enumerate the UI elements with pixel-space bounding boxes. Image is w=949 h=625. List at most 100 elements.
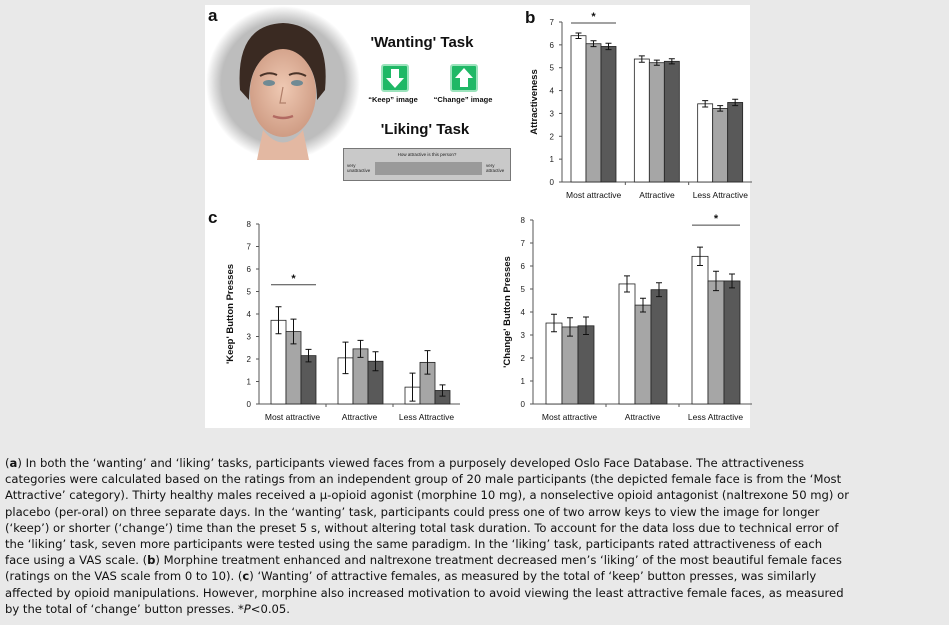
wanting-task-title: 'Wanting' Task [370, 34, 474, 51]
error-bar [409, 372, 416, 402]
caption-line: affected by opioid manipulations. Howeve… [5, 585, 849, 601]
caption-text: (ratings on the VAS scale from 0 to 10).… [5, 569, 243, 584]
significance-marker: * [714, 213, 719, 225]
y-tick-label: 6 [521, 262, 526, 271]
bar [634, 304, 652, 405]
bar [707, 280, 725, 405]
y-tick-label: 5 [550, 64, 555, 73]
error-bar [357, 339, 364, 358]
change-arrow-button [450, 64, 478, 92]
caption-line: (a) In both the ‘wanting’ and ‘liking’ t… [5, 455, 849, 471]
bar [633, 58, 650, 183]
caption-text: face using a VAS scale. ( [5, 553, 148, 568]
y-axis-title: 'Keep' Button Presses [225, 264, 236, 364]
vas-question: How attractive is this person? [397, 152, 457, 157]
error-bar [305, 348, 312, 363]
bar [723, 280, 741, 405]
bar [697, 103, 714, 183]
caption-text: affected by opioid manipulations. Howeve… [5, 585, 844, 600]
x-tick-label: Less Attractive [399, 412, 455, 422]
y-tick-label: 4 [247, 310, 252, 319]
error-bar [668, 58, 675, 65]
bar [650, 289, 668, 405]
y-tick-label: 4 [521, 308, 526, 317]
error-bar [653, 59, 660, 66]
error-bar [424, 350, 431, 375]
error-bar [605, 42, 612, 51]
error-bar [729, 273, 735, 289]
x-tick-label: Attractive [342, 412, 378, 422]
error-bar [551, 313, 557, 333]
y-tick-label: 7 [247, 243, 252, 252]
vas-left-label: very unattractive [347, 163, 371, 173]
significance-marker: * [291, 273, 296, 285]
bar [663, 60, 680, 183]
keep-image-label: “Keep” image [368, 95, 418, 104]
caption-line: Attractive’ category). Thirty healthy ma… [5, 487, 849, 503]
y-tick-label: 8 [247, 220, 252, 229]
y-tick-label: 2 [550, 132, 555, 141]
caption-text: the ‘liking’ task, seven more participan… [5, 537, 823, 552]
x-tick-label: Attractive [625, 412, 661, 422]
panel-a-label: a [208, 6, 218, 25]
y-tick-label: 3 [521, 331, 526, 340]
caption-text: Attractive’ category). Thirty healthy ma… [5, 488, 849, 503]
caption-text: placebo (per-oral) on three separate day… [5, 504, 820, 519]
caption-text: ) In both the ‘wanting’ and ‘liking’ tas… [17, 456, 805, 470]
error-bar [590, 40, 597, 48]
y-tick-label: 0 [550, 178, 555, 187]
y-tick-label: 7 [521, 239, 526, 248]
bar [727, 102, 744, 183]
error-bar [732, 98, 739, 107]
bar [585, 43, 602, 183]
caption-line: face using a VAS scale. (b) Morphine tre… [5, 552, 849, 568]
error-bar [713, 270, 719, 292]
bar [600, 46, 617, 183]
x-tick-label: Attractive [639, 190, 675, 200]
error-bar [697, 246, 703, 267]
bar [570, 35, 587, 183]
caption-text: ) Morphine treatment enhanced and naltre… [155, 553, 842, 568]
face-photo [206, 6, 360, 160]
x-tick-label: Less Attractive [688, 412, 744, 422]
y-tick-label: 2 [247, 355, 252, 364]
y-tick-label: 8 [521, 216, 526, 225]
error-bar [567, 317, 573, 337]
error-bar [372, 351, 379, 372]
y-tick-label: 6 [550, 41, 555, 50]
y-tick-label: 4 [550, 87, 555, 96]
y-axis-title: Attractiveness [529, 69, 540, 134]
panel-c-label: c [208, 208, 218, 227]
error-bar [717, 105, 724, 112]
caption-text: c [242, 569, 250, 584]
bar [618, 283, 636, 405]
down-arrow-icon [386, 69, 404, 88]
x-tick-label: Less Attractive [693, 190, 749, 200]
y-tick-label: 2 [521, 354, 526, 363]
caption-text: ( [5, 456, 10, 470]
change-image-label: “Change” image [433, 95, 493, 104]
y-tick-label: 5 [247, 288, 252, 297]
bar [577, 325, 595, 405]
error-bar [439, 384, 446, 397]
error-bar [342, 341, 349, 375]
error-bar [290, 318, 297, 345]
error-bar [624, 275, 630, 293]
caption-text: (‘keep’) or shorter (‘change’) time than… [5, 520, 839, 535]
panel-b-label: b [525, 8, 536, 27]
bar [648, 62, 665, 183]
error-bar [702, 100, 709, 108]
error-bar [640, 297, 646, 313]
caption-text: <0.05. [250, 601, 290, 616]
up-arrow-icon [455, 68, 473, 87]
bar [712, 108, 729, 183]
bar [561, 326, 579, 405]
bar [300, 355, 317, 405]
significance-marker: * [591, 11, 596, 23]
error-bar [656, 282, 662, 298]
caption-line: categories were calculated based on the … [5, 471, 849, 487]
caption-text: P [243, 601, 251, 616]
caption-line: (ratings on the VAS scale from 0 to 10).… [5, 568, 849, 584]
y-tick-label: 0 [521, 400, 526, 409]
